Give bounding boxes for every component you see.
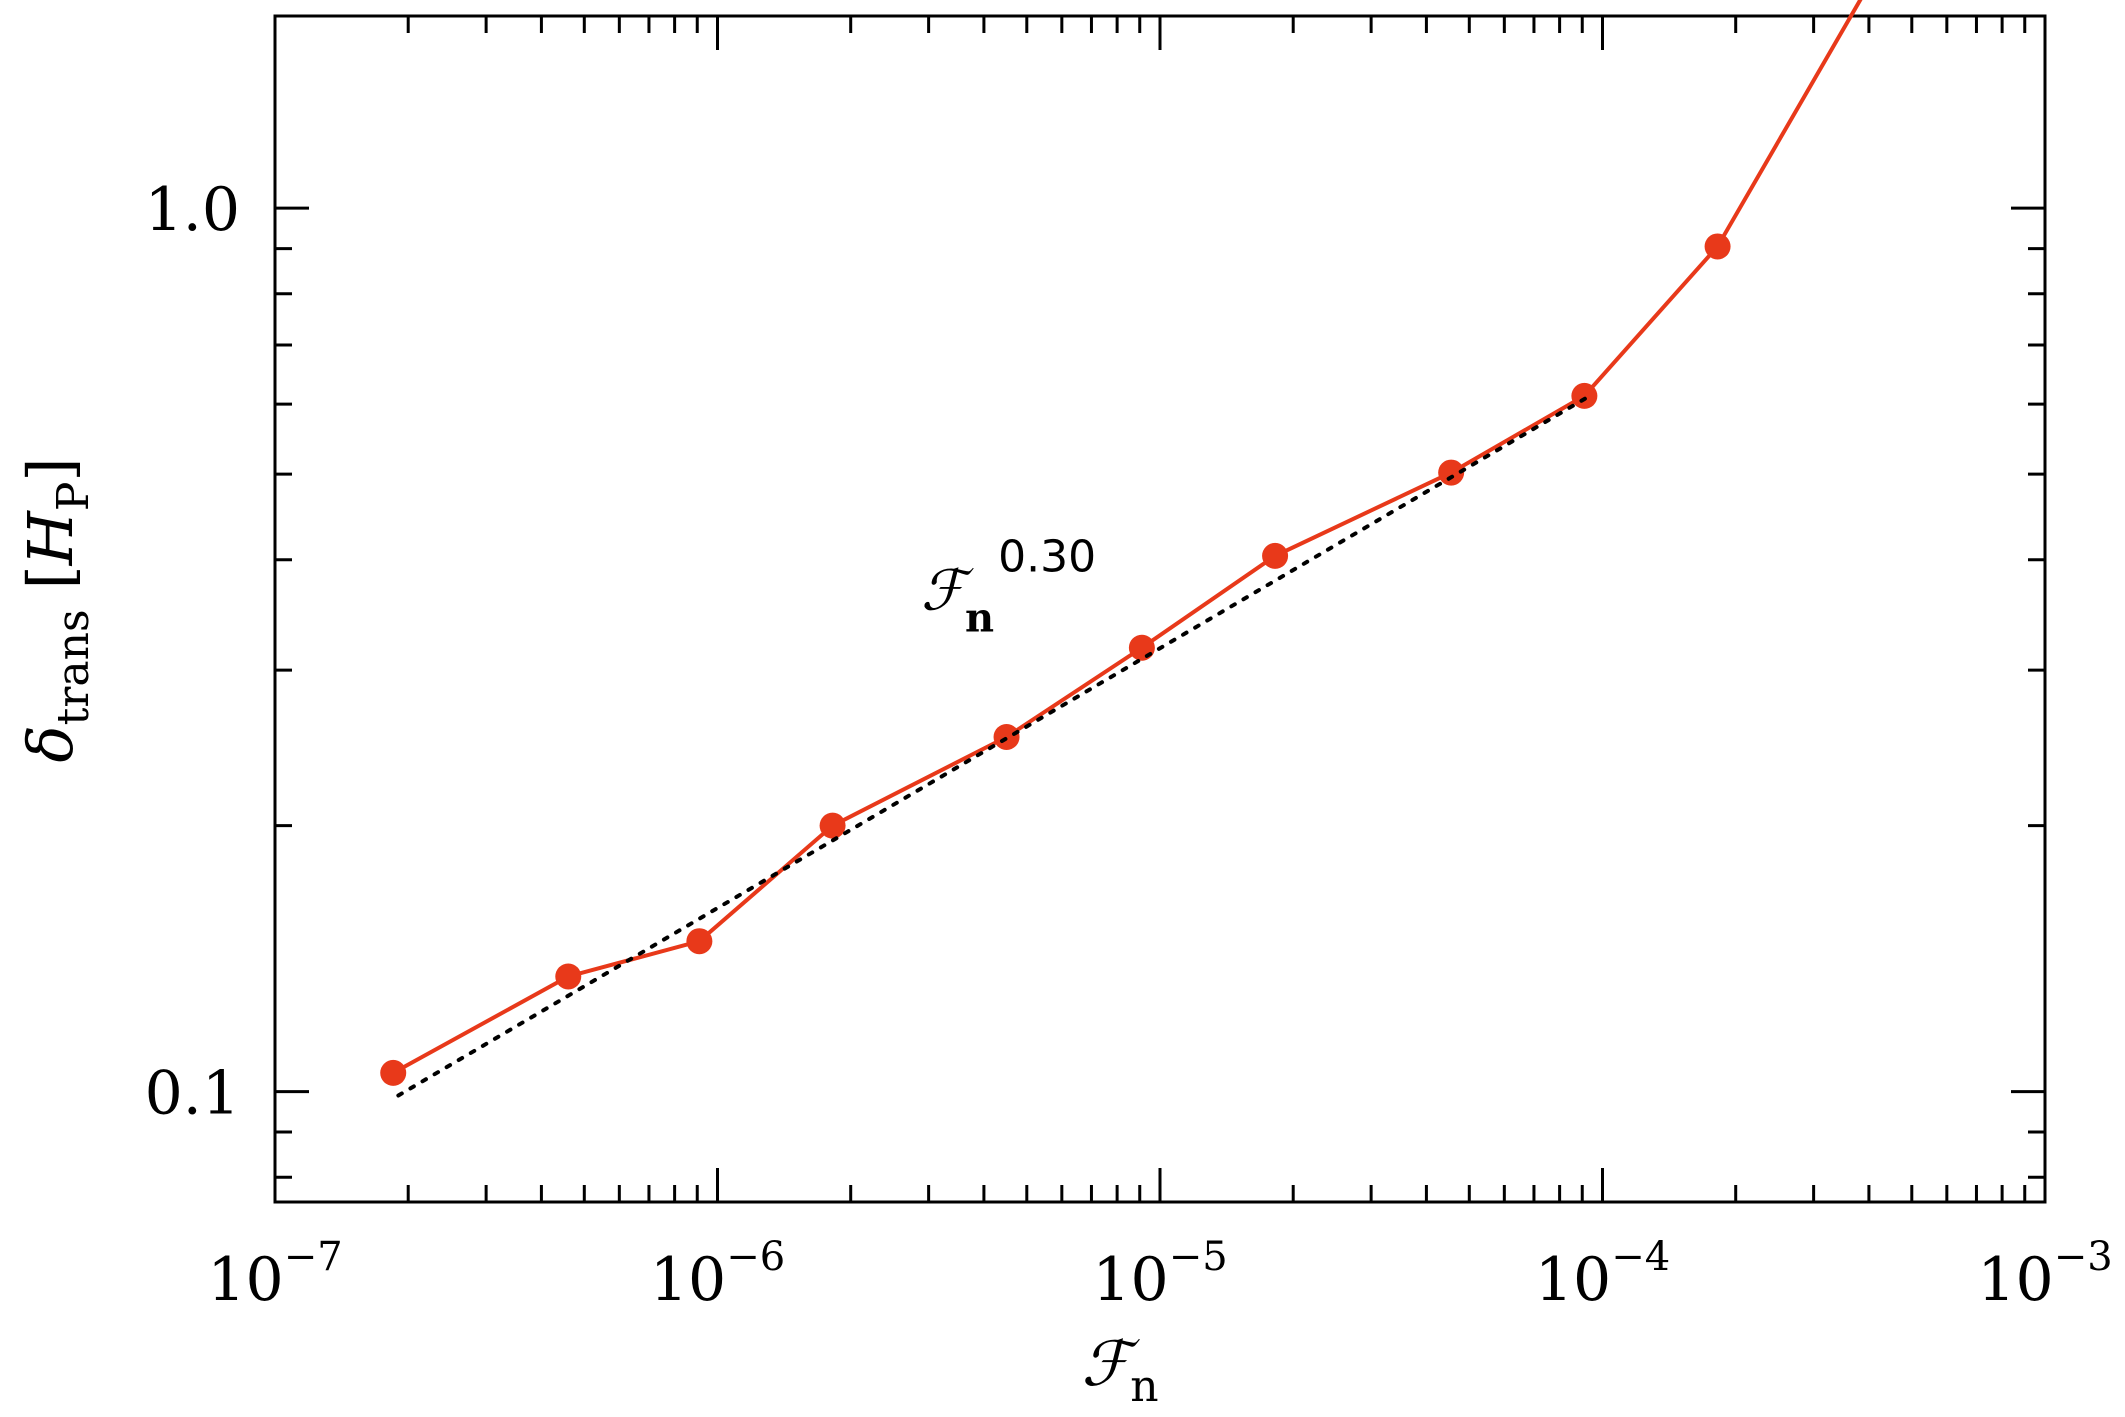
x-axis-subscript: n	[1130, 1361, 1158, 1412]
annotation-superscript: 0.30	[998, 532, 1096, 583]
data-point	[380, 1059, 407, 1086]
fit-line	[396, 395, 1589, 1098]
y-tick-label: 0.1	[145, 1059, 240, 1129]
annotation-subscript: n	[965, 595, 994, 642]
x-tick-exponent: −5	[1169, 1234, 1228, 1280]
x-axis-label: ℱn	[1081, 1327, 1158, 1412]
x-tick-base: 10	[1977, 1245, 2053, 1315]
x-tick-label: 10−6	[650, 1234, 785, 1315]
axis-ticks	[273, 16, 2047, 1202]
y-axis-symbol: δ	[14, 725, 87, 762]
data-point	[1704, 233, 1731, 260]
y-axis-unit-symbol: H	[14, 509, 87, 566]
data-point	[555, 963, 582, 990]
y-axis-unit-close: ]	[14, 457, 87, 481]
x-tick-base: 10	[1535, 1245, 1611, 1315]
y-axis-unit-open: [	[14, 565, 87, 589]
x-tick-base: 10	[207, 1245, 283, 1315]
data-point	[1571, 382, 1598, 409]
y-axis-unit-subscript: P	[48, 482, 99, 512]
data-point	[993, 723, 1020, 750]
series-layer	[380, 0, 1863, 1098]
x-tick-exponent: −4	[1611, 1234, 1670, 1280]
fit-annotation: ℱn0.30	[921, 532, 1096, 642]
x-tick-label: 10−3	[1977, 1234, 2112, 1315]
plot-frame	[273, 14, 2047, 1204]
data-point	[686, 928, 713, 955]
y-tick-label: 1.0	[145, 175, 240, 245]
data-point	[1262, 542, 1289, 569]
x-tick-label: 10−4	[1535, 1234, 1670, 1315]
x-tick-label: 10−7	[207, 1234, 342, 1315]
data-point	[1438, 459, 1465, 486]
series-line	[392, 0, 1863, 1075]
y-axis-subscript: trans	[48, 609, 99, 725]
x-tick-base: 10	[1092, 1245, 1168, 1315]
x-tick-exponent: −3	[2054, 1234, 2113, 1280]
y-axis-label: δtrans [HP]	[14, 457, 99, 762]
data-point	[1128, 634, 1155, 661]
tick-labels: 10−7 10−6 10−5 10−4 10−30.11.0	[145, 175, 2113, 1315]
x-tick-base: 10	[650, 1245, 726, 1315]
x-tick-exponent: −7	[284, 1234, 343, 1280]
x-tick-exponent: −6	[726, 1234, 785, 1280]
x-tick-label: 10−5	[1092, 1234, 1227, 1315]
data-point	[819, 812, 846, 839]
